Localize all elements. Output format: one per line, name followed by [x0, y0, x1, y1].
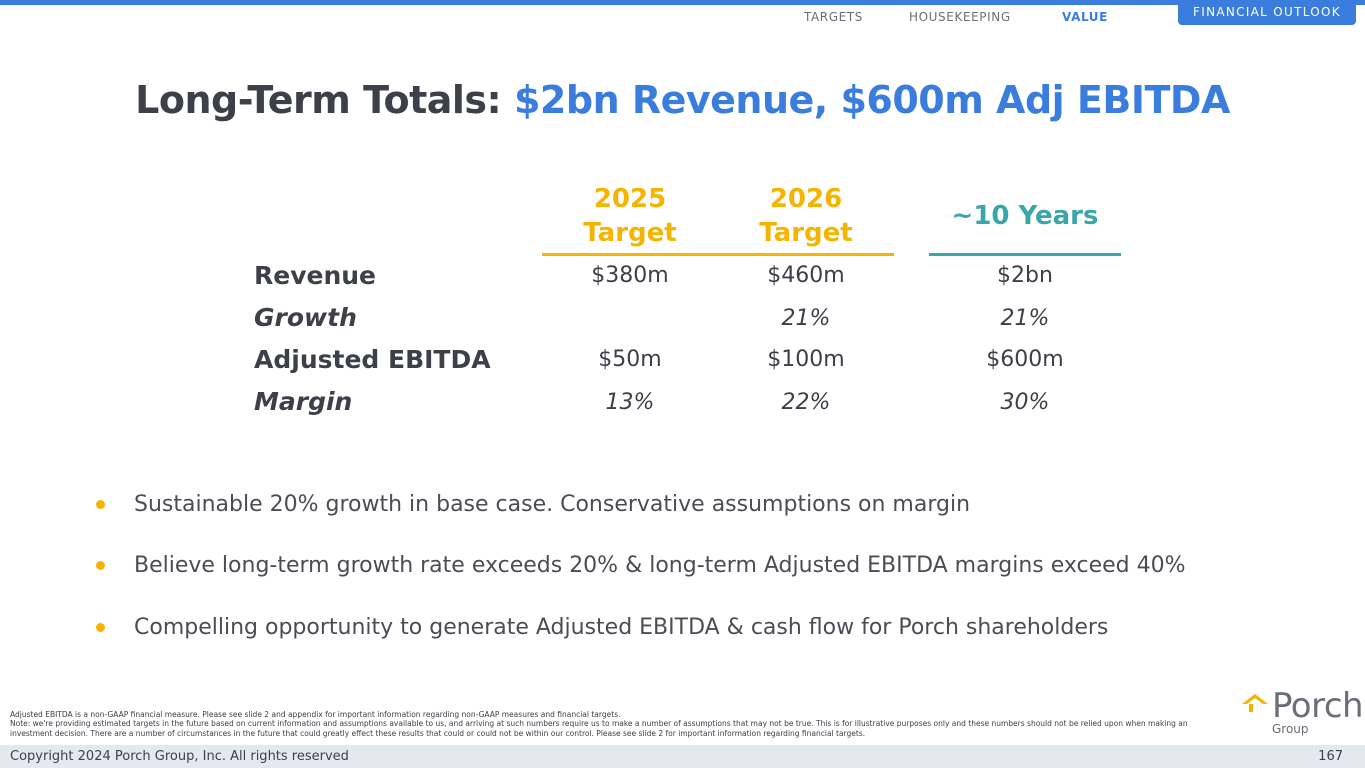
page-title: Long-Term Totals: $2bn Revenue, $600m Ad… — [0, 78, 1365, 122]
nav-item-housekeeping[interactable]: HOUSEKEEPING — [909, 10, 1011, 24]
bullet-item: Believe long-term growth rate exceeds 20… — [96, 553, 1296, 583]
top-accent-bar — [0, 0, 1365, 5]
bullet-dot-icon — [96, 561, 105, 570]
top-navigation: TARGETS HOUSEKEEPING VALUE — [0, 10, 1365, 26]
nav-item-targets[interactable]: TARGETS — [804, 10, 863, 24]
cell-revenue-2025: $380m — [591, 263, 669, 288]
page-number: 167 — [1318, 749, 1343, 764]
nav-item-value[interactable]: VALUE — [1062, 10, 1108, 24]
footnote-non-gaap: Adjusted EBITDA is a non-GAAP financial … — [10, 710, 621, 719]
bullet-item: Compelling opportunity to generate Adjus… — [96, 615, 1296, 645]
column-header-year: 2026 — [769, 184, 843, 214]
column-header-sub: Target — [759, 218, 853, 248]
row-label-revenue: Revenue — [254, 261, 377, 290]
bullet-item: Sustainable 20% growth in base case. Con… — [96, 492, 1296, 522]
cell-growth-2026: 21% — [781, 306, 831, 331]
row-label-growth: Growth — [254, 303, 357, 332]
column-header-year: 2025 — [593, 184, 667, 214]
row-label-margin: Margin — [254, 387, 353, 416]
column-header-2025-target: 2025 Target — [560, 182, 700, 250]
cell-margin-2025: 13% — [605, 390, 655, 415]
logo-subtitle: Group — [1272, 722, 1309, 736]
row-label-adjusted-ebitda: Adjusted EBITDA — [254, 345, 491, 374]
section-tab-financial-outlook[interactable]: FINANCIAL OUTLOOK — [1178, 0, 1356, 25]
cell-margin-2026: 22% — [781, 390, 831, 415]
column-header-10-years: ~10 Years — [929, 199, 1121, 233]
porch-group-logo: Porch Group — [1240, 686, 1364, 738]
cell-growth-10yr: 21% — [1000, 306, 1050, 331]
bullet-text: Compelling opportunity to generate Adjus… — [134, 615, 1109, 640]
column-header-label: ~10 Years — [951, 201, 1099, 231]
porch-roof-icon — [1242, 694, 1268, 712]
page-title-prefix: Long-Term Totals: — [135, 78, 514, 122]
footer-bar: Copyright 2024 Porch Group, Inc. All rig… — [0, 745, 1365, 768]
copyright-text: Copyright 2024 Porch Group, Inc. All rig… — [10, 749, 349, 764]
logo-wordmark: Porch — [1272, 686, 1364, 726]
bullet-dot-icon — [96, 623, 105, 632]
cell-margin-10yr: 30% — [1000, 390, 1050, 415]
column-header-2026-target: 2026 Target — [736, 182, 876, 250]
cell-ebitda-10yr: $600m — [986, 347, 1064, 372]
bullet-text: Sustainable 20% growth in base case. Con… — [134, 492, 971, 517]
cell-revenue-10yr: $2bn — [997, 263, 1053, 288]
cell-revenue-2026: $460m — [767, 263, 845, 288]
column-header-sub: Target — [583, 218, 677, 248]
bullet-dot-icon — [96, 500, 105, 509]
page-title-highlight: $2bn Revenue, $600m Adj EBITDA — [513, 78, 1230, 122]
cell-ebitda-2026: $100m — [767, 347, 845, 372]
header-underline-10-years — [929, 253, 1121, 256]
cell-ebitda-2025: $50m — [598, 347, 662, 372]
footnote-disclaimer: Note: we're providing estimated targets … — [10, 719, 1188, 738]
bullet-text: Believe long-term growth rate exceeds 20… — [134, 553, 1186, 578]
header-underline-targets — [542, 253, 894, 256]
